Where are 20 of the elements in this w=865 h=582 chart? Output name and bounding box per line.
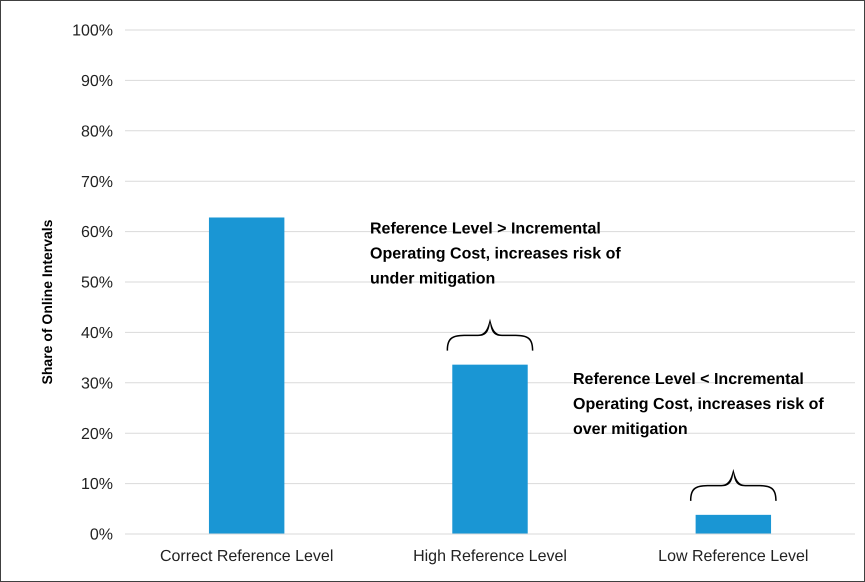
annotation: Reference Level < Incremental Operating Cost, increases risk of over mitigation: [573, 370, 824, 438]
y-tick-label: 10%: [80, 476, 113, 494]
y-axis-title: Share of Online Intervals: [39, 219, 55, 384]
y-tick-label: 40%: [80, 325, 113, 342]
y-tick-label: 50%: [80, 274, 113, 292]
y-tick-label: 0%: [90, 526, 113, 544]
x-tick-label: High Reference Level: [413, 548, 567, 565]
y-tick-label: 100%: [72, 22, 113, 40]
bar: [452, 364, 528, 534]
y-tick-label: 60%: [80, 224, 113, 242]
bar: [208, 217, 284, 534]
y-tick-label: 70%: [80, 174, 113, 191]
x-tick-label: Low Reference Level: [658, 548, 808, 565]
y-tick-label: 20%: [80, 426, 113, 443]
bar: [696, 514, 772, 534]
y-tick-label: 80%: [80, 123, 113, 140]
annotation: Reference Level > Incremental Operating Cost, increases risk of under mitigation: [370, 220, 622, 288]
x-tick-label: Correct Reference Level: [160, 548, 334, 565]
y-tick-label: 90%: [80, 73, 113, 90]
y-tick-label: 30%: [80, 375, 113, 392]
